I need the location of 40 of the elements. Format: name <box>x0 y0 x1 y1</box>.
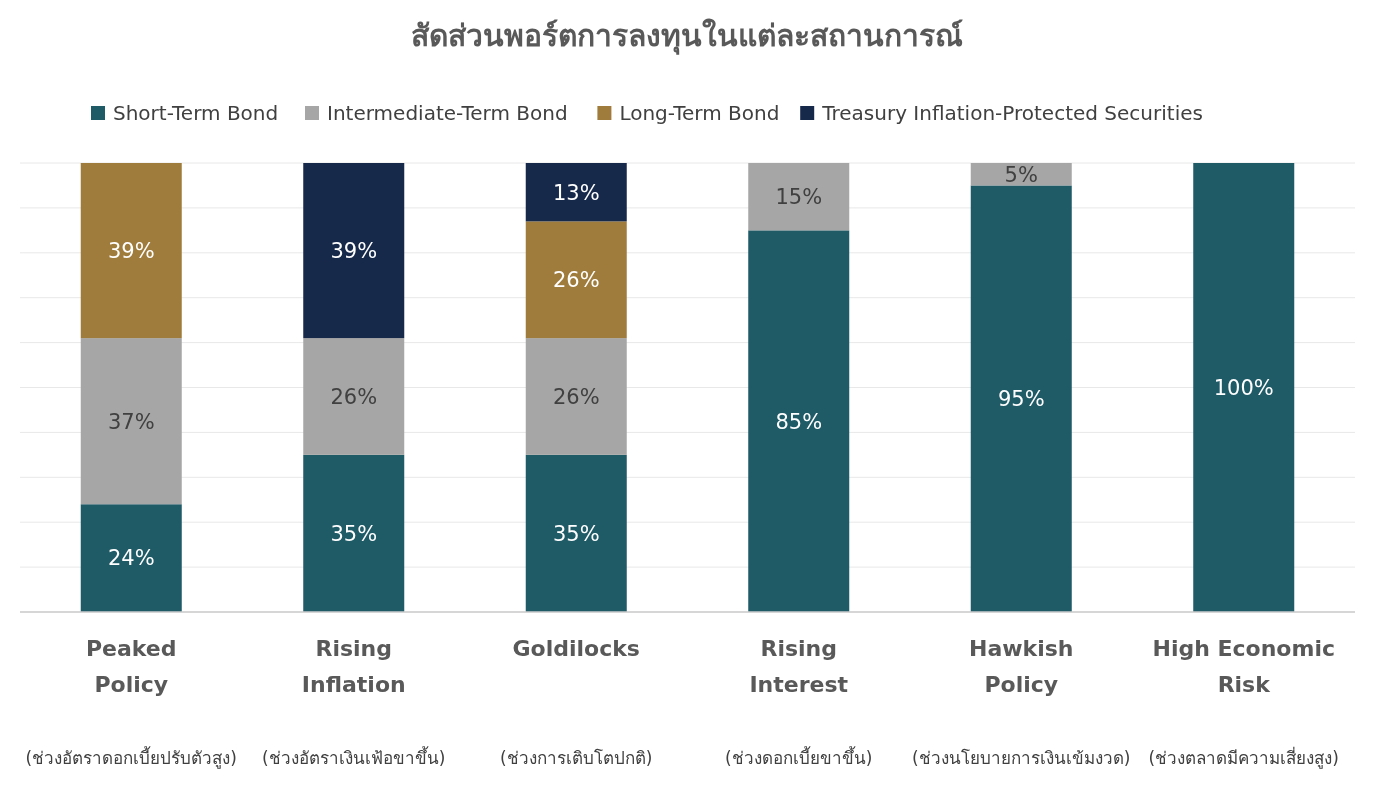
bar <box>303 163 405 339</box>
bar <box>748 230 850 612</box>
data-label: 15% <box>775 185 823 210</box>
data-label: 35% <box>330 521 378 546</box>
bar <box>80 163 182 339</box>
bar <box>303 338 405 455</box>
bar <box>525 221 627 339</box>
category-label: Peaked Policy (ช่วงอัตราดอกเบี้ยปรับตัวสูง) <box>25 636 237 768</box>
data-label: 26% <box>552 268 600 293</box>
data-label: 85% <box>775 409 823 434</box>
category-label: Hawkish Policy (ช่วงนโยบายการเงินเข้มงวด) <box>912 636 1131 768</box>
legend-label: Long-Term Bond <box>619 101 780 125</box>
data-label: 39% <box>330 238 378 263</box>
data-label: 26% <box>330 384 378 409</box>
category-label: Rising Inflation (ช่วงอัตราเงินเฟ้อขาขึ้น) <box>262 636 446 768</box>
legend-label: Intermediate-Term Bond <box>327 101 568 125</box>
data-label: 5% <box>1004 162 1038 187</box>
data-label: 100% <box>1213 375 1274 400</box>
data-label: 35% <box>552 521 600 546</box>
data-label: 37% <box>107 409 155 434</box>
chart-title: สัดส่วนพอร์ตการลงทุนในแต่ละสถานการณ์ <box>411 18 963 55</box>
bar <box>303 454 405 612</box>
category-label: Rising Interest (ช่วงดอกเบี้ยขาขึ้น) <box>725 636 873 768</box>
legend-label: Treasury Inflation-Protected Securities <box>821 101 1203 125</box>
bar <box>748 163 850 231</box>
data-label: 26% <box>552 384 600 409</box>
data-label: 95% <box>997 387 1045 412</box>
bar <box>525 454 627 612</box>
legend-label: Short-Term Bond <box>113 101 279 125</box>
category-label: Goldilocks (ช่วงการเติบโตปกติ) <box>500 636 653 768</box>
data-label: 39% <box>107 238 155 263</box>
category-label: High Economic Risk (ช่วงตลาดมีความเสี่ยงสูง) <box>1148 636 1339 768</box>
bar <box>80 504 182 612</box>
data-label: 24% <box>107 546 155 571</box>
bar <box>1193 163 1295 612</box>
bar <box>525 338 627 455</box>
bar <box>80 338 182 505</box>
data-label: 13% <box>552 180 600 205</box>
bar <box>525 163 627 222</box>
bar <box>970 185 1072 612</box>
